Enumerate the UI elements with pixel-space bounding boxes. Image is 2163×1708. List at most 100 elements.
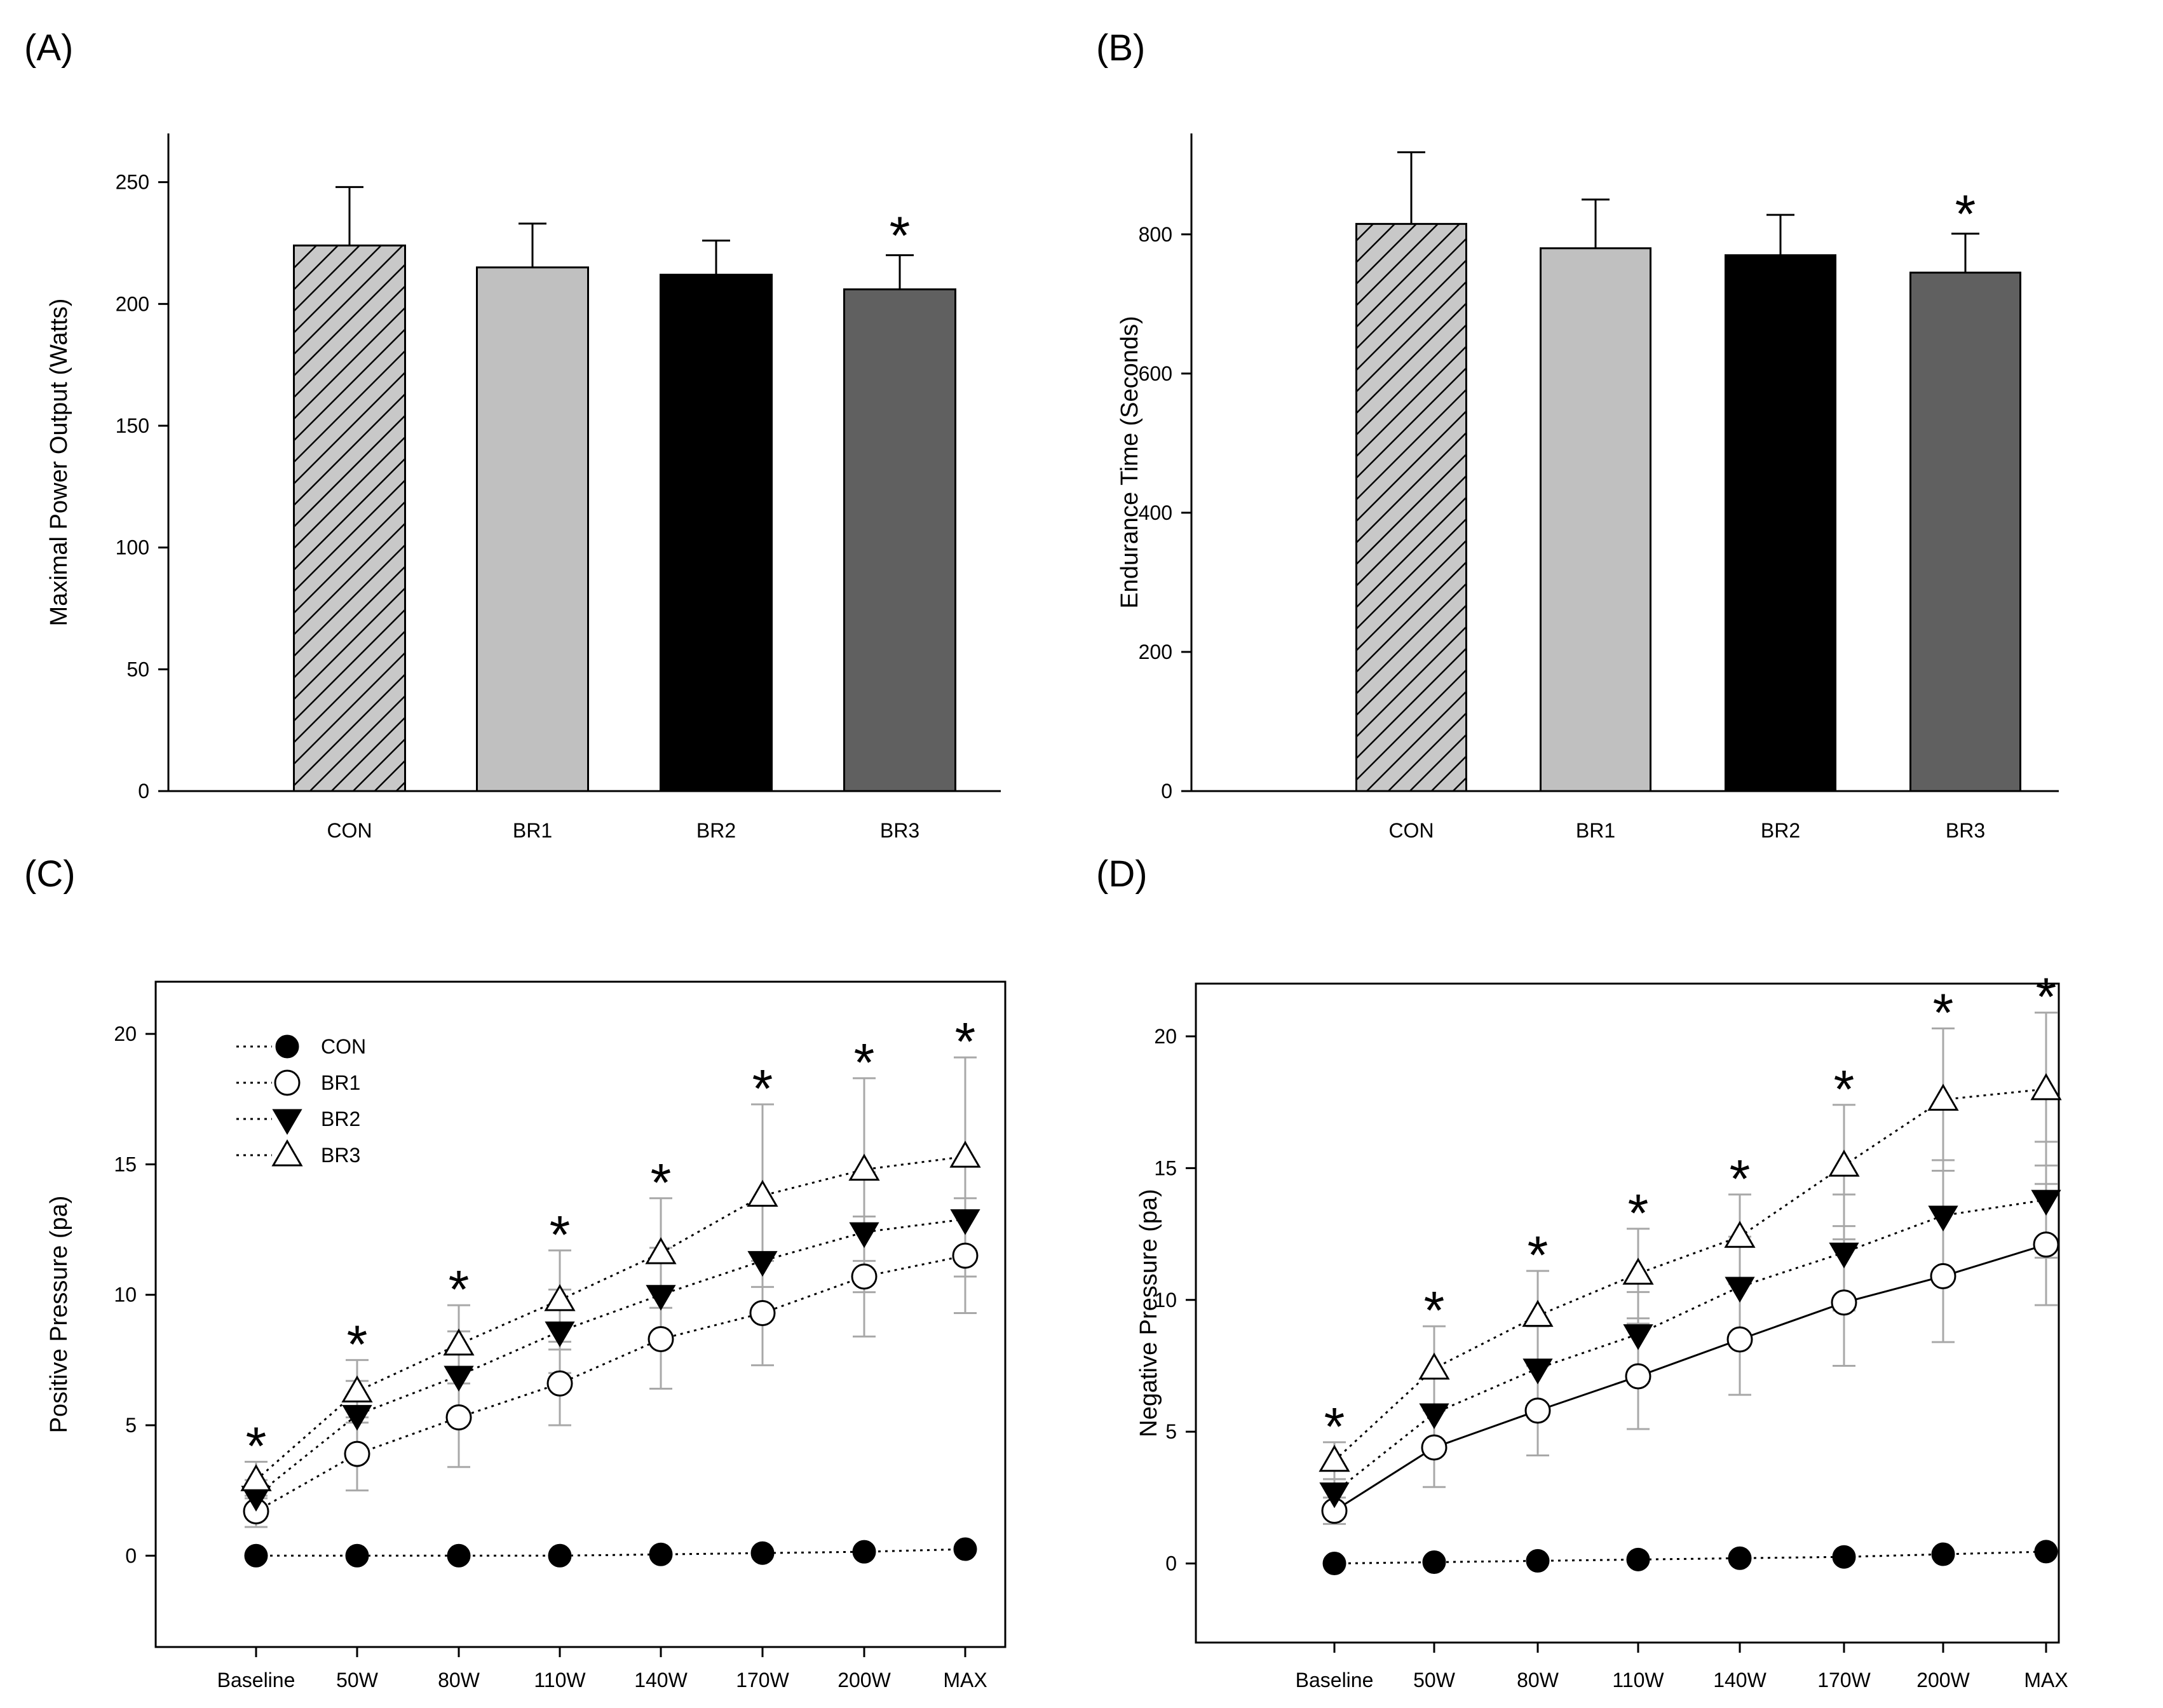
x-category-label: 140W bbox=[1713, 1669, 1766, 1691]
panel-label: (C) bbox=[24, 853, 76, 895]
marker-br1 bbox=[952, 1242, 979, 1269]
y-tick-label: 15 bbox=[1154, 1156, 1177, 1179]
y-axis-title: Positive Pressure (pa) bbox=[46, 1196, 72, 1434]
legend-marker-br1 bbox=[274, 1069, 301, 1096]
bar-con bbox=[1355, 222, 1467, 792]
significance-star: * bbox=[2036, 967, 2057, 1027]
marker-br2 bbox=[849, 1222, 879, 1249]
plot-frame bbox=[1195, 982, 2060, 1644]
marker-con bbox=[750, 1541, 775, 1565]
marker-con bbox=[649, 1542, 673, 1566]
plot-frame bbox=[154, 980, 1007, 1648]
panel-label: (D) bbox=[1096, 853, 1148, 895]
marker-con bbox=[345, 1543, 369, 1568]
x-category-label: BR1 bbox=[513, 819, 552, 842]
significance-star: * bbox=[347, 1314, 368, 1374]
bar-br3 bbox=[1909, 271, 2021, 792]
marker-br3 bbox=[2030, 1073, 2062, 1101]
y-axis-title: Endurance Time (Seconds) bbox=[1116, 316, 1143, 608]
legend-label: BR2 bbox=[321, 1108, 360, 1130]
x-category-label: BR3 bbox=[880, 819, 919, 842]
marker-br1 bbox=[851, 1263, 878, 1290]
y-tick-label: 50 bbox=[126, 658, 149, 681]
significance-star: * bbox=[1955, 184, 1976, 244]
y-tick-label: 100 bbox=[116, 536, 149, 559]
marker-br2 bbox=[1829, 1242, 1859, 1269]
bar-br1 bbox=[1540, 247, 1651, 792]
significance-star: * bbox=[854, 1033, 875, 1092]
marker-con bbox=[1526, 1549, 1550, 1573]
bar-br1 bbox=[476, 266, 589, 792]
y-tick-label: 5 bbox=[1165, 1420, 1177, 1443]
marker-br1 bbox=[1831, 1289, 1857, 1316]
x-category-label: Baseline bbox=[217, 1669, 295, 1691]
marker-br3 bbox=[443, 1328, 475, 1356]
y-axis-title: Maximal Power Output (Watts) bbox=[46, 299, 72, 627]
y-tick-label: 400 bbox=[1139, 501, 1172, 524]
marker-con bbox=[1728, 1546, 1752, 1570]
marker-br3 bbox=[240, 1464, 272, 1491]
panel-b-bar-chart: (B) 0 200 400 600 800 Endurance Time (Seconds)… bbox=[1096, 27, 2059, 842]
y-tick-label: 0 bbox=[125, 1544, 137, 1567]
x-category-label: 110W bbox=[1612, 1669, 1664, 1691]
marker-con bbox=[1626, 1547, 1650, 1571]
x-category-label: BR2 bbox=[696, 819, 736, 842]
marker-br2 bbox=[646, 1285, 676, 1311]
series-line-br1 bbox=[255, 1254, 966, 1512]
x-category-label: 170W bbox=[736, 1669, 789, 1691]
x-category-label: 110W bbox=[534, 1669, 586, 1691]
marker-br3 bbox=[1828, 1149, 1860, 1177]
marker-br1 bbox=[1726, 1326, 1753, 1353]
legend-label: BR1 bbox=[321, 1071, 360, 1094]
significance-star: * bbox=[1628, 1183, 1649, 1243]
x-category-label: 80W bbox=[438, 1669, 480, 1691]
marker-br1 bbox=[344, 1440, 370, 1467]
panel-d-line-chart: (D) 0 5 10 15 20 Negative Pressure (pa) Baselin… bbox=[1096, 853, 2068, 1691]
y-tick-label: 0 bbox=[1161, 780, 1172, 803]
x-category-label: Baseline bbox=[1296, 1669, 1374, 1691]
y-tick-label: 800 bbox=[1139, 223, 1172, 246]
significance-star: * bbox=[1834, 1059, 1855, 1119]
significance-star: * bbox=[550, 1205, 571, 1264]
marker-br1 bbox=[749, 1299, 776, 1326]
y-tick-label: 5 bbox=[125, 1414, 137, 1437]
marker-br3 bbox=[1418, 1352, 1450, 1380]
x-category-label: MAX bbox=[943, 1669, 987, 1691]
x-category-label: 200W bbox=[1916, 1669, 1970, 1691]
significance-star: * bbox=[890, 206, 911, 266]
panel-label: (A) bbox=[24, 27, 73, 69]
marker-br1 bbox=[648, 1326, 674, 1353]
y-tick-label: 250 bbox=[116, 171, 149, 194]
y-tick-label: 10 bbox=[114, 1284, 137, 1306]
legend-label: CON bbox=[321, 1035, 366, 1058]
marker-br1 bbox=[1625, 1363, 1651, 1390]
x-category-label: BR3 bbox=[1946, 819, 1985, 842]
marker-br3 bbox=[1522, 1299, 1554, 1327]
significance-star: * bbox=[1528, 1225, 1549, 1285]
marker-br3 bbox=[747, 1179, 778, 1207]
marker-br2 bbox=[545, 1321, 575, 1348]
legend-marker-br2 bbox=[272, 1109, 302, 1135]
marker-br2 bbox=[1522, 1359, 1553, 1385]
significance-star: * bbox=[1424, 1280, 1445, 1340]
marker-br2 bbox=[1725, 1277, 1755, 1303]
significance-star: * bbox=[1730, 1149, 1751, 1209]
x-category-label: 50W bbox=[1413, 1669, 1456, 1691]
marker-br2 bbox=[1928, 1205, 1958, 1232]
series-line-br1 bbox=[1334, 1244, 2047, 1512]
significance-star: * bbox=[246, 1416, 267, 1475]
marker-br1 bbox=[445, 1404, 472, 1431]
x-category-label: 170W bbox=[1817, 1669, 1871, 1691]
marker-br1 bbox=[1524, 1397, 1551, 1424]
marker-br3 bbox=[1622, 1257, 1654, 1285]
marker-br2 bbox=[1319, 1482, 1350, 1508]
marker-br1 bbox=[1421, 1434, 1448, 1461]
marker-br2 bbox=[2031, 1190, 2061, 1216]
x-category-label: 140W bbox=[634, 1669, 688, 1691]
marker-br2 bbox=[747, 1250, 778, 1277]
marker-br1 bbox=[2033, 1231, 2059, 1258]
x-category-label: 80W bbox=[1517, 1669, 1559, 1691]
marker-con bbox=[1322, 1552, 1346, 1576]
y-tick-label: 600 bbox=[1139, 362, 1172, 385]
